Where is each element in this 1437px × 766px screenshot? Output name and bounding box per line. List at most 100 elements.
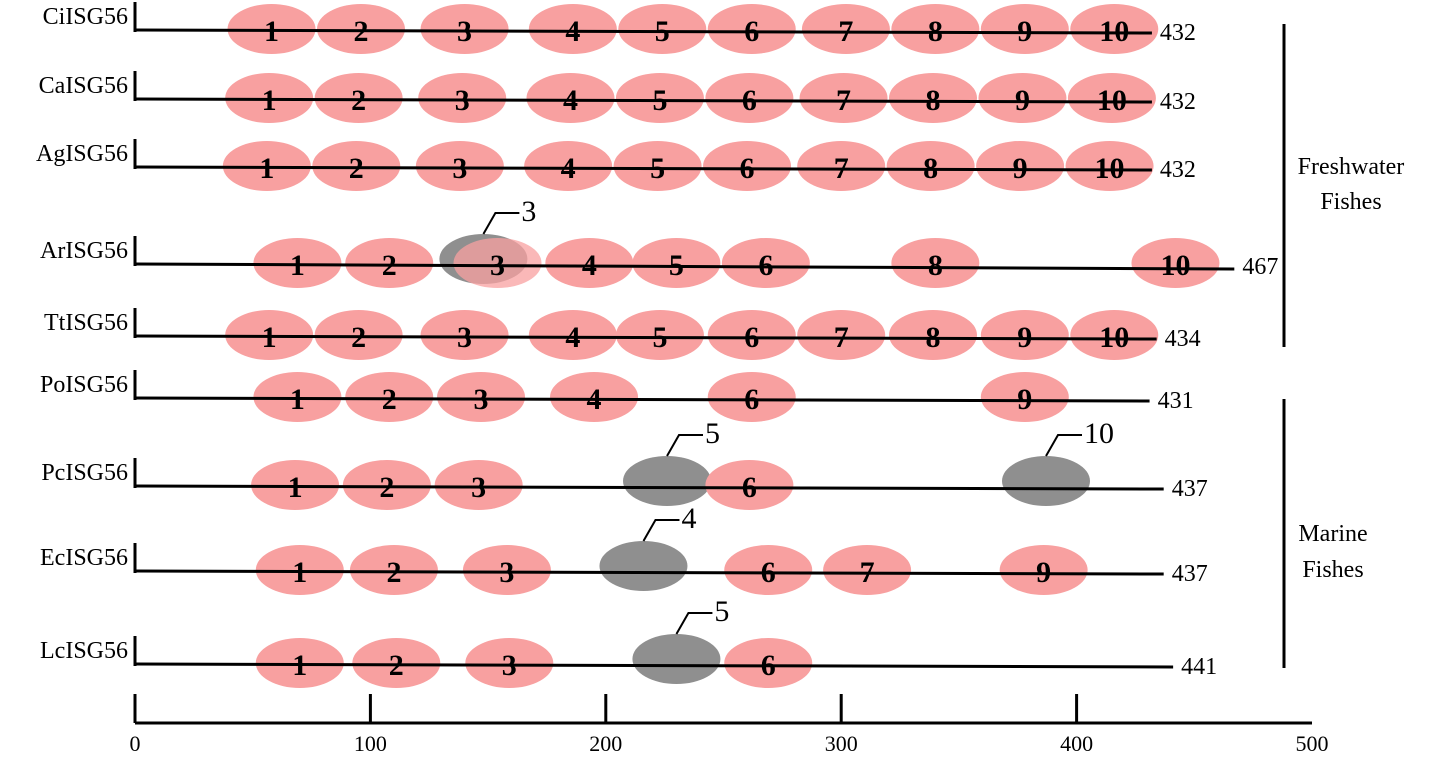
- species-label: CiISG56: [43, 4, 128, 30]
- sequence-length: 434: [1165, 326, 1201, 352]
- motif-8: [889, 73, 978, 123]
- motif-number: 9: [1015, 84, 1030, 117]
- motif-number: 5: [652, 84, 667, 117]
- motif-10: [1067, 73, 1156, 123]
- axis-tick-label: 100: [354, 731, 387, 756]
- group-label: Marine: [1298, 521, 1367, 547]
- motif-number: 1: [262, 84, 277, 117]
- motif-number: 5: [650, 152, 665, 185]
- motif-number: 1: [264, 15, 279, 48]
- motif-6: [724, 545, 813, 595]
- motif-number: 10: [1095, 152, 1125, 185]
- motif-number: 4: [565, 321, 580, 354]
- protein-row-TtISG56: TtISG56 1 2 3 4 5 6 7 8 9 10 434: [44, 308, 1201, 360]
- species-label: CaISG56: [39, 73, 128, 99]
- motif-number: 8: [928, 15, 943, 48]
- motif-6: [724, 638, 813, 688]
- sequence-length: 431: [1158, 388, 1194, 414]
- group-brackets: Freshwater Fishes Marine Fishes: [1282, 24, 1404, 668]
- group-label: Fishes: [1302, 557, 1363, 583]
- motif-number: 7: [860, 556, 875, 589]
- motif-number: 2: [382, 383, 397, 416]
- motif-number: 8: [926, 321, 941, 354]
- motif-number: 2: [349, 152, 364, 185]
- species-label: TtISG56: [44, 310, 128, 336]
- motif-6: [707, 372, 796, 422]
- motif-number: 4: [587, 383, 602, 416]
- motif-number: 3: [452, 152, 467, 185]
- sequence-backbone: [134, 569, 1164, 576]
- motif-9: [980, 4, 1069, 54]
- species-label: LcISG56: [40, 638, 128, 664]
- gray-motif-leader: [642, 519, 680, 542]
- motif-number: 3: [457, 15, 472, 48]
- motif-number: 1: [290, 383, 305, 416]
- motif-2: [345, 238, 434, 288]
- motif-number: 8: [928, 249, 943, 282]
- sequence-backbone: [134, 97, 1152, 104]
- gray-motif-leader: [482, 212, 520, 235]
- motif-6: [707, 310, 796, 360]
- species-label: EcISG56: [40, 545, 128, 571]
- motif-number: 9: [1017, 383, 1032, 416]
- gray-motif-label: 10: [1084, 417, 1114, 450]
- gray-motif-10: [1001, 456, 1090, 506]
- motif-4: [524, 141, 613, 191]
- motif-number: 6: [744, 383, 759, 416]
- motif-9: [980, 372, 1069, 422]
- sequence-length: 437: [1172, 476, 1208, 502]
- motif-6: [707, 4, 796, 54]
- sequence-length: 437: [1172, 561, 1208, 587]
- motif-3: [420, 4, 509, 54]
- motif-3: [415, 141, 504, 191]
- motif-number: 6: [758, 249, 773, 282]
- motif-9: [978, 73, 1067, 123]
- gray-motif-label: 5: [705, 417, 720, 450]
- motif-number: 2: [389, 649, 404, 682]
- motif-number: 8: [926, 84, 941, 117]
- sequence-backbone: [134, 28, 1152, 35]
- motif-number: 2: [382, 249, 397, 282]
- motif-number: 7: [834, 321, 849, 354]
- motif-2: [316, 4, 405, 54]
- motif-10: [1065, 141, 1154, 191]
- motif-6: [705, 460, 794, 510]
- motif-2: [345, 372, 434, 422]
- motif-number: 3: [499, 556, 514, 589]
- motif-6: [703, 141, 792, 191]
- motif-number: 6: [744, 15, 759, 48]
- motif-4: [528, 4, 617, 54]
- protein-row-ArISG56: ArISG56 3 1 2 3 4 5 6 8 10 467: [40, 195, 1278, 288]
- motif-number: 10: [1097, 84, 1127, 117]
- gray-motif-label: 5: [714, 595, 729, 628]
- motif-number: 4: [561, 152, 576, 185]
- motif-number: 4: [582, 249, 597, 282]
- motif-4: [550, 372, 639, 422]
- motif-7: [797, 141, 886, 191]
- gray-motif-5: [632, 634, 721, 684]
- axis-tick-label: 200: [589, 731, 622, 756]
- motif-2: [312, 141, 401, 191]
- motif-5: [613, 141, 702, 191]
- motif-number: 5: [655, 15, 670, 48]
- motif-number: 2: [351, 321, 366, 354]
- protein-row-EcISG56: EcISG56 4 1 2 3 6 7 9 437: [40, 502, 1208, 595]
- motif-number: 3: [490, 249, 505, 282]
- motif-2: [349, 545, 438, 595]
- sequence-length: 432: [1160, 89, 1196, 115]
- motif-number: 2: [351, 84, 366, 117]
- motif-3: [465, 638, 554, 688]
- motif-number: 2: [353, 15, 368, 48]
- sequence-length: 432: [1160, 20, 1196, 46]
- motif-number: 1: [262, 321, 277, 354]
- motif-number: 5: [669, 249, 684, 282]
- motif-2: [342, 460, 431, 510]
- motif-number: 9: [1036, 556, 1051, 589]
- axis-tick-label: 500: [1296, 731, 1329, 756]
- gray-motif-label: 3: [521, 195, 536, 228]
- motif-3: [453, 238, 542, 288]
- axis-tick-label: 400: [1060, 731, 1093, 756]
- motif-number: 2: [379, 471, 394, 504]
